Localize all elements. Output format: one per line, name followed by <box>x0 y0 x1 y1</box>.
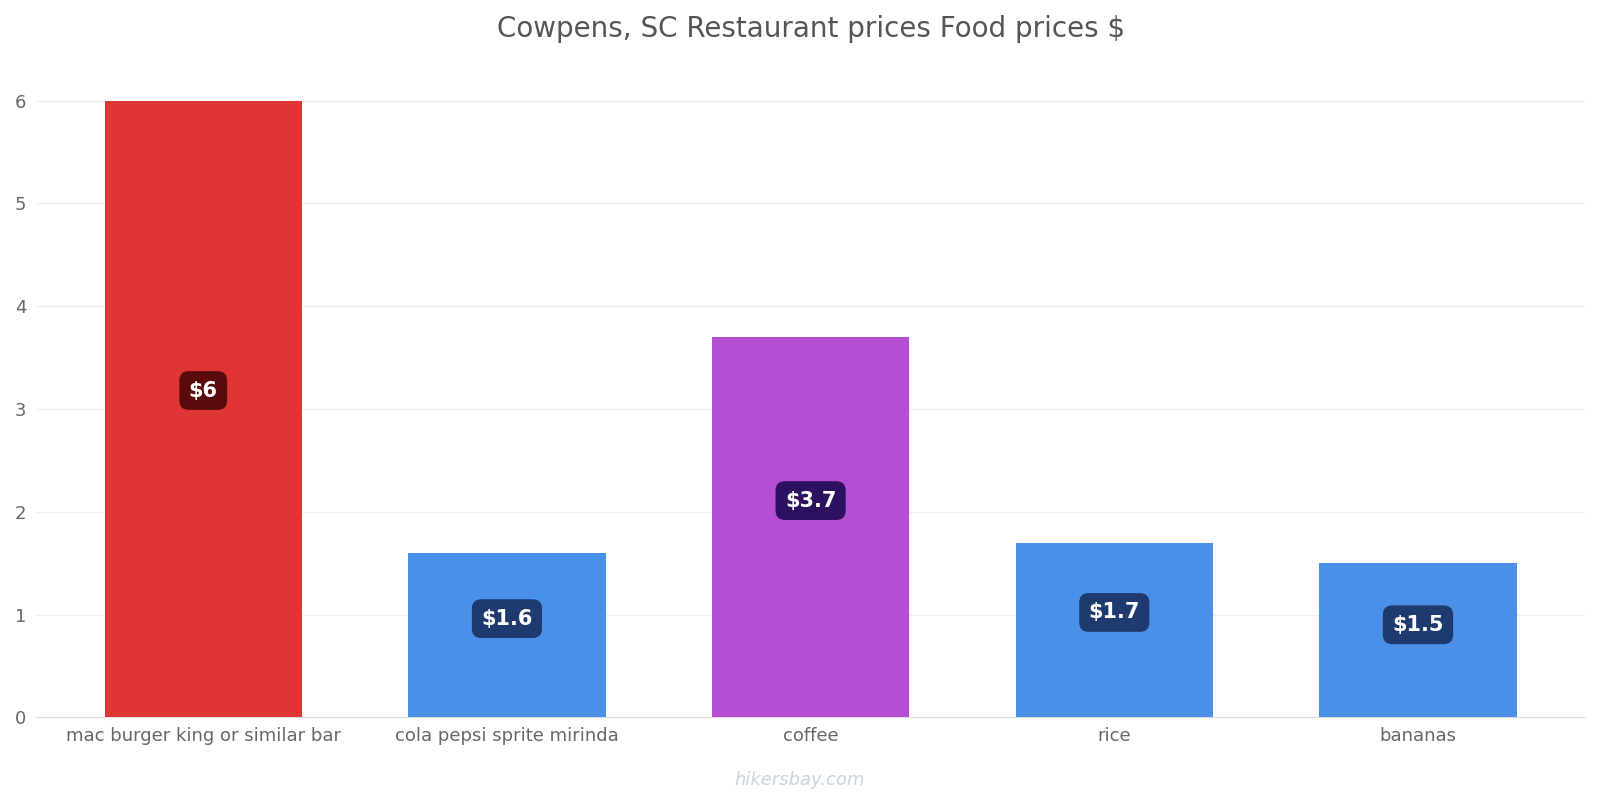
Text: hikersbay.com: hikersbay.com <box>734 771 866 789</box>
Text: $3.7: $3.7 <box>786 490 837 510</box>
Bar <box>104 101 302 718</box>
Text: $1.5: $1.5 <box>1392 614 1443 634</box>
Bar <box>1016 542 1213 718</box>
Bar <box>1320 563 1517 718</box>
Text: $1.6: $1.6 <box>482 609 533 629</box>
Bar <box>712 337 909 718</box>
Bar <box>408 553 606 718</box>
Text: $1.7: $1.7 <box>1088 602 1139 622</box>
Text: $6: $6 <box>189 381 218 401</box>
Title: Cowpens, SC Restaurant prices Food prices $: Cowpens, SC Restaurant prices Food price… <box>496 15 1125 43</box>
